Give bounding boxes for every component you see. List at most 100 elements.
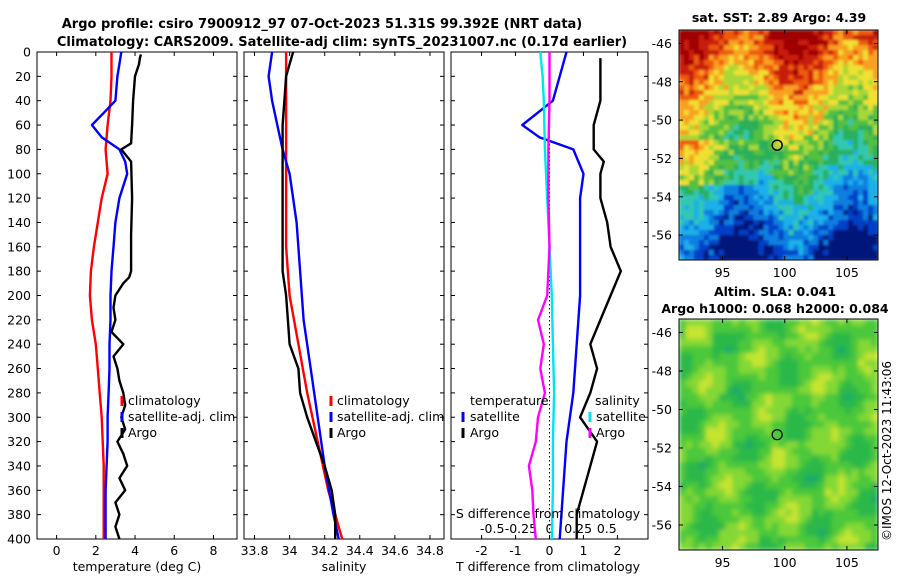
argo-location-marker — [771, 139, 783, 151]
depth-tick-label: 60 — [15, 118, 31, 133]
salinity-xlabel: salinity — [322, 559, 367, 574]
x-tick-label: 8 — [209, 543, 217, 558]
title-line-1: Argo profile: csiro 7900912_97 07-Oct-20… — [62, 17, 583, 32]
legend-argo-label: Argo — [337, 425, 366, 440]
depth-tick-label: 340 — [7, 458, 31, 473]
legend-t-satellite-label: satellite — [470, 409, 520, 424]
map-lat-label: -56 — [652, 517, 672, 532]
map-lat-label: -50 — [652, 113, 672, 128]
map-lat-label: -54 — [652, 189, 672, 204]
depth-tick-label: 400 — [7, 532, 31, 547]
depth-tick-label: 40 — [15, 93, 31, 108]
depth-tick-label: 140 — [7, 215, 31, 230]
map-lon-label: 100 — [773, 265, 797, 280]
series-line-climatology — [88, 52, 113, 539]
map-lon-label: 100 — [773, 555, 797, 570]
x-tick-label: 4 — [131, 543, 139, 558]
map-lon-label: 105 — [835, 555, 859, 570]
credit-timestamp: ©IMOS 12-Oct-2023 11:43:06 — [880, 361, 894, 541]
sst-map-frame — [678, 29, 879, 261]
x-tick-label: 34.4 — [346, 543, 374, 558]
legend-climatology-label: climatology — [337, 393, 410, 408]
depth-tick-label: 100 — [7, 166, 31, 181]
title-line-2: Climatology: CARS2009. Satellite-adj cli… — [57, 35, 627, 50]
depth-tick-label: 120 — [7, 191, 31, 206]
legend-argo-label: Argo — [128, 425, 157, 440]
series-line-s-satellite — [539, 52, 556, 539]
sla-map: Altim. SLA: 0.041 Argo h1000: 0.068 h200… — [652, 284, 889, 570]
sst-map-title: sat. SST: 2.89 Argo: 4.39 — [692, 10, 866, 25]
x-tick-label: 2 — [613, 543, 621, 558]
map-lon-label: 95 — [715, 265, 731, 280]
x-tick-label: 33.8 — [241, 543, 269, 558]
map-lat-label: -54 — [652, 479, 672, 494]
depth-tick-label: 20 — [15, 69, 31, 84]
depth-tick-label: 80 — [15, 142, 31, 157]
legend-s-argo-label: Argo — [596, 425, 625, 440]
s-tick-label: -0.5 — [480, 521, 504, 536]
salinity-axes-box — [243, 51, 445, 540]
series-line-satellite-adj-clim — [90, 52, 129, 539]
salinity-panel: 33.8 34 34.2 34.4 34.6 34.8 climatology satel… — [241, 51, 445, 574]
x-tick-label: 34.2 — [311, 543, 339, 558]
x-tick-label: 1 — [579, 543, 587, 558]
depth-tick-label: 260 — [7, 361, 31, 376]
depth-tick-label: 200 — [7, 288, 31, 303]
temperature-axes-box — [36, 51, 238, 540]
legend-salinity-title: salinity — [595, 393, 640, 408]
series-line-satellite-adj-clim — [267, 52, 340, 539]
map-lat-label: -48 — [652, 363, 672, 378]
s-difference-label: S difference from climatology — [456, 506, 641, 521]
salinity-legend: climatology satellite-adj. clim Argo — [329, 393, 444, 440]
s-tick-label: 0.5 — [597, 521, 617, 536]
map-lat-label: -46 — [652, 36, 672, 51]
argo-location-marker — [771, 429, 783, 441]
legend-s-satellite-label: satellite — [596, 409, 646, 424]
x-tick-label: 2 — [92, 543, 100, 558]
series-line-t-satellite — [521, 52, 585, 539]
depth-tick-label: 380 — [7, 507, 31, 522]
sla-map-title: Altim. SLA: 0.041 — [714, 284, 836, 299]
map-lat-label: -50 — [652, 402, 672, 417]
temperature-legend: climatology satellite-adj. clim Argo — [120, 393, 235, 440]
t-difference-xlabel: T difference from climatology — [455, 559, 641, 574]
x-tick-label: -1 — [509, 543, 521, 558]
x-tick-label: 34.6 — [381, 543, 409, 558]
legend-t-argo-label: Argo — [470, 425, 499, 440]
legend-temperature-title: temperature — [470, 393, 549, 408]
depth-tick-label: 280 — [7, 385, 31, 400]
map-lat-label: -46 — [652, 325, 672, 340]
x-tick-label: 0 — [53, 543, 61, 558]
map-lon-label: 105 — [835, 265, 859, 280]
series-line-t-argo — [575, 58, 622, 539]
difference-salinity-legend: salinity satellite Argo — [588, 393, 646, 440]
x-tick-label: 34.8 — [416, 543, 444, 558]
depth-tick-label: 240 — [7, 337, 31, 352]
series-line-argo — [281, 52, 337, 539]
series-line-s-argo — [527, 52, 551, 539]
x-tick-label: 6 — [170, 543, 178, 558]
map-lat-label: -52 — [652, 151, 672, 166]
map-lat-label: -56 — [652, 228, 672, 243]
sla-map-subtitle: Argo h1000: 0.068 h2000: 0.084 — [661, 301, 889, 316]
depth-tick-label: 320 — [7, 434, 31, 449]
map-lat-label: -48 — [652, 74, 672, 89]
depth-tick-label: 0 — [23, 45, 31, 60]
x-tick-label: 0 — [546, 543, 554, 558]
sla-map-frame — [678, 318, 879, 551]
map-lon-label: 95 — [715, 555, 731, 570]
series-line-argo — [110, 54, 143, 539]
depth-tick-label: 180 — [7, 264, 31, 279]
temperature-xlabel: temperature (deg C) — [73, 559, 202, 574]
difference-temperature-legend: temperature satellite Argo — [461, 393, 549, 440]
legend-satellite-label: satellite-adj. clim — [337, 409, 444, 424]
sst-map: sat. SST: 2.89 Argo: 4.39 95 100 105 -46 -48… — [652, 10, 879, 280]
x-tick-label: -2 — [475, 543, 487, 558]
s-tick-label: -0.25 — [505, 521, 537, 536]
legend-climatology-label: climatology — [128, 393, 201, 408]
depth-tick-label: 300 — [7, 410, 31, 425]
s-tick-label: 0.25 — [564, 521, 592, 536]
temperature-panel: 0204060801001201401601802002202402602803… — [7, 45, 238, 574]
